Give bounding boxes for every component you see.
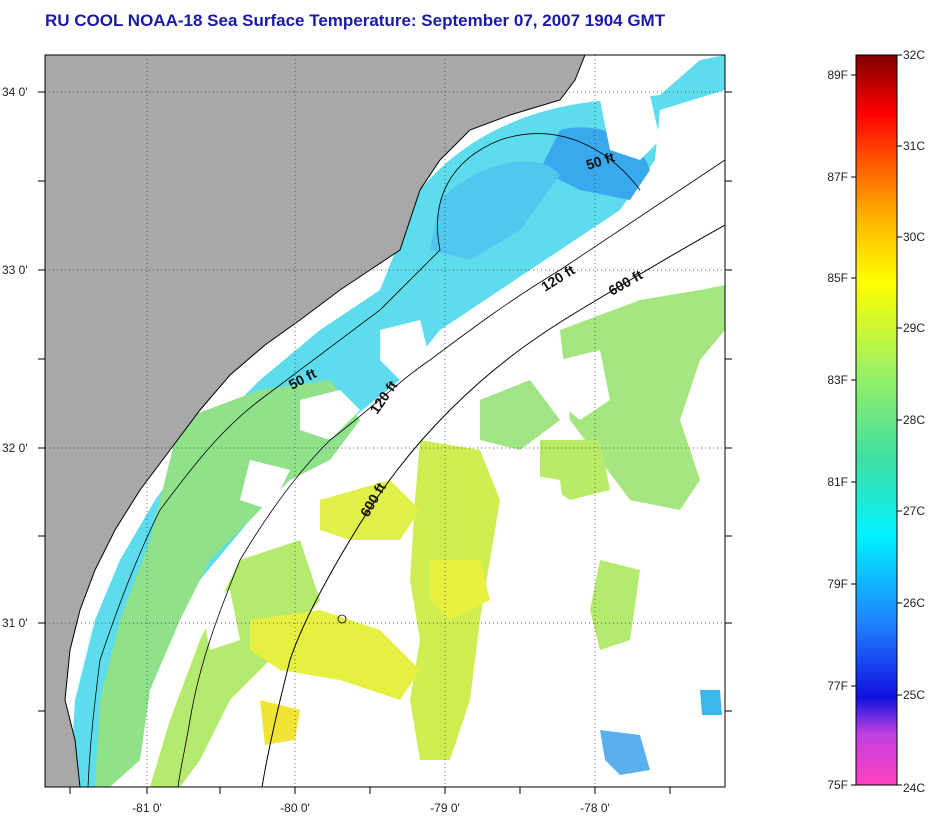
land-area <box>45 55 585 787</box>
map-frame <box>44 54 726 788</box>
isobath-50ft <box>87 133 641 787</box>
colorbar-c-label-25: 25C <box>903 688 925 702</box>
coastline <box>64 55 586 787</box>
lon-label-79: -79 0' <box>430 801 460 815</box>
colorbar-f-label-85: 85F <box>827 271 848 285</box>
colorbar-c-label-29: 29C <box>903 321 925 335</box>
colorbar-f-label-81: 81F <box>827 475 848 489</box>
colorbar-c-label-27: 27C <box>903 504 925 518</box>
lon-label-78: -78 0' <box>580 801 610 815</box>
graticule <box>45 55 725 787</box>
colorbar-c-label-28: 28C <box>903 413 925 427</box>
cloud-mask <box>200 95 660 650</box>
isobath-120ft <box>177 159 725 787</box>
lon-label-80: -80 0' <box>280 801 310 815</box>
lat-label-31: 31 0' <box>2 616 28 630</box>
lat-label-34: 34 0' <box>2 85 28 99</box>
lon-label-81: -81 0' <box>132 801 162 815</box>
colorbar-c-label-31: 31C <box>903 139 925 153</box>
lat-label-33: 33 0' <box>2 263 28 277</box>
colorbar-c-label-32: 32C <box>903 48 925 62</box>
colorbar-c-label-30: 30C <box>903 230 925 244</box>
colorbar-f-label-77: 77F <box>827 679 848 693</box>
colorbar-f-label-75: 75F <box>827 778 848 792</box>
colorbar-ticks <box>851 54 902 786</box>
colorbar-c-label-24: 24C <box>903 781 925 795</box>
map-ticks <box>38 91 732 794</box>
lat-label-32: 32 0' <box>2 441 28 455</box>
buoy-marker <box>337 614 347 624</box>
colorbar-c-label-26: 26C <box>903 596 925 610</box>
colorbar <box>855 54 898 786</box>
colorbar-f-label-87: 87F <box>827 170 848 184</box>
isobath-600ft <box>261 224 725 787</box>
map-panel: 50 ft 50 ft 120 ft 120 ft 600 ft 600 ft <box>45 55 725 787</box>
colorbar-f-label-79: 79F <box>827 577 848 591</box>
colorbar-f-label-89: 89F <box>827 68 848 82</box>
colorbar-f-label-83: 83F <box>827 373 848 387</box>
chart-title: RU COOL NOAA-18 Sea Surface Temperature:… <box>45 11 666 30</box>
